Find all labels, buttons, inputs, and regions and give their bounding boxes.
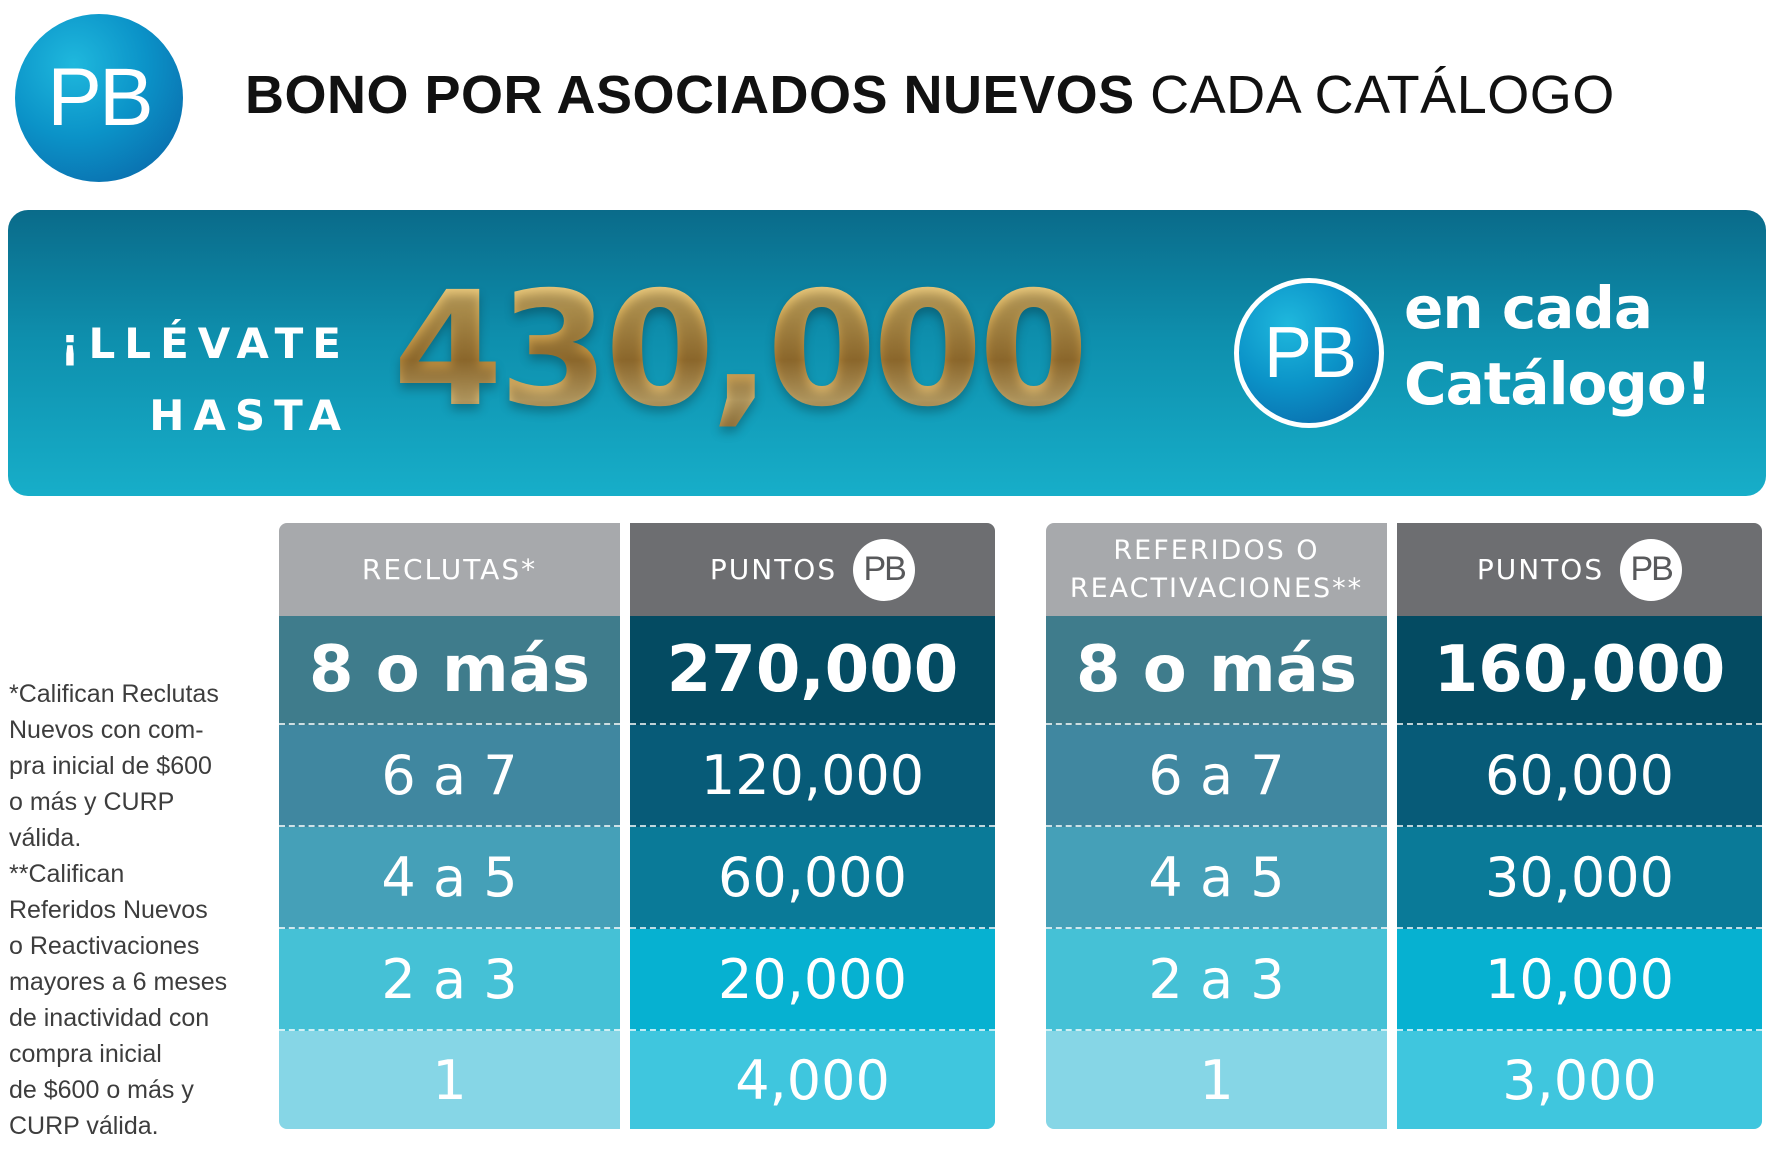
table-cell-range: 6 a 7: [1046, 725, 1387, 827]
table-cell-points: 30,000: [1397, 827, 1762, 929]
referidos-range-column: REFERIDOS O REACTIVACIONES** 8 o más 6 a…: [1046, 523, 1387, 1129]
banner-lead: ¡LLÉVATE HASTA: [60, 308, 350, 452]
footnote-referidos: **Califican Referidos Nuevos o Reactivac…: [9, 860, 228, 1140]
promo-banner: ¡LLÉVATE HASTA 430,000 PB en cada Catálo…: [8, 210, 1766, 496]
table-cell-range: 8 o más: [1046, 616, 1387, 725]
table-cell-points: 10,000: [1397, 929, 1762, 1031]
banner-amount: 430,000: [393, 250, 1089, 450]
banner-lead-line1: ¡LLÉVATE: [60, 319, 350, 368]
header-referidos-line1: REFERIDOS O: [1113, 534, 1320, 566]
reclutas-range-column: RECLUTAS* 8 o más 6 a 7 4 a 5 2 a 3 1: [279, 523, 620, 1129]
pb-logo: PB: [15, 14, 183, 182]
banner-tail-line1: en cada: [1404, 274, 1653, 342]
header-referidos-label: REFERIDOS O REACTIVACIONES**: [1070, 532, 1363, 608]
header-referidos: REFERIDOS O REACTIVACIONES**: [1046, 523, 1387, 616]
title-normal: CADA CATÁLOGO: [1150, 65, 1615, 125]
pb-logo-banner: PB: [1234, 278, 1384, 428]
table-cell-range: 2 a 3: [279, 929, 620, 1031]
header-puntos: PUNTOS PB: [630, 523, 995, 616]
table-cell-points: 60,000: [630, 827, 995, 929]
table-cell-points: 160,000: [1397, 616, 1762, 725]
header-reclutas-label: RECLUTAS*: [361, 553, 538, 586]
title-bold: BONO POR ASOCIADOS NUEVOS: [245, 65, 1135, 125]
table-cell-points: 270,000: [630, 616, 995, 725]
header-puntos-label: PUNTOS: [1476, 553, 1605, 586]
header-puntos: PUNTOS PB: [1397, 523, 1762, 616]
footnote: *Califican Reclutas Nuevos con com- pra …: [9, 676, 249, 1144]
table-cell-range: 1: [1046, 1031, 1387, 1129]
referidos-points-column: PUNTOS PB 160,000 60,000 30,000 10,000 3…: [1397, 523, 1762, 1129]
table-cell-points: 3,000: [1397, 1031, 1762, 1129]
pb-badge-icon: PB: [1620, 538, 1683, 601]
footnote-reclutas: *Califican Reclutas Nuevos con com- pra …: [9, 680, 219, 852]
table-cell-range: 4 a 5: [1046, 827, 1387, 929]
table-cell-range: 4 a 5: [279, 827, 620, 929]
table-cell-points: 120,000: [630, 725, 995, 827]
table-cell-points: 4,000: [630, 1031, 995, 1129]
table-cell-range: 1: [279, 1031, 620, 1129]
header-referidos-line2: REACTIVACIONES**: [1069, 572, 1364, 604]
pb-badge-icon: PB: [853, 538, 916, 601]
banner-tail-line2: Catálogo!: [1404, 350, 1712, 418]
banner-tail: en cada Catálogo!: [1404, 270, 1712, 422]
table-cell-points: 60,000: [1397, 725, 1762, 827]
banner-lead-line2: HASTA: [149, 391, 350, 440]
table-cell-range: 8 o más: [279, 616, 620, 725]
reclutas-points-column: PUNTOS PB 270,000 120,000 60,000 20,000 …: [630, 523, 995, 1129]
header-puntos-label: PUNTOS: [709, 553, 838, 586]
page-title: BONO POR ASOCIADOS NUEVOS CADA CATÁLOGO: [245, 64, 1615, 126]
header-reclutas: RECLUTAS*: [279, 523, 620, 616]
table-cell-range: 2 a 3: [1046, 929, 1387, 1031]
table-cell-points: 20,000: [630, 929, 995, 1031]
table-cell-range: 6 a 7: [279, 725, 620, 827]
